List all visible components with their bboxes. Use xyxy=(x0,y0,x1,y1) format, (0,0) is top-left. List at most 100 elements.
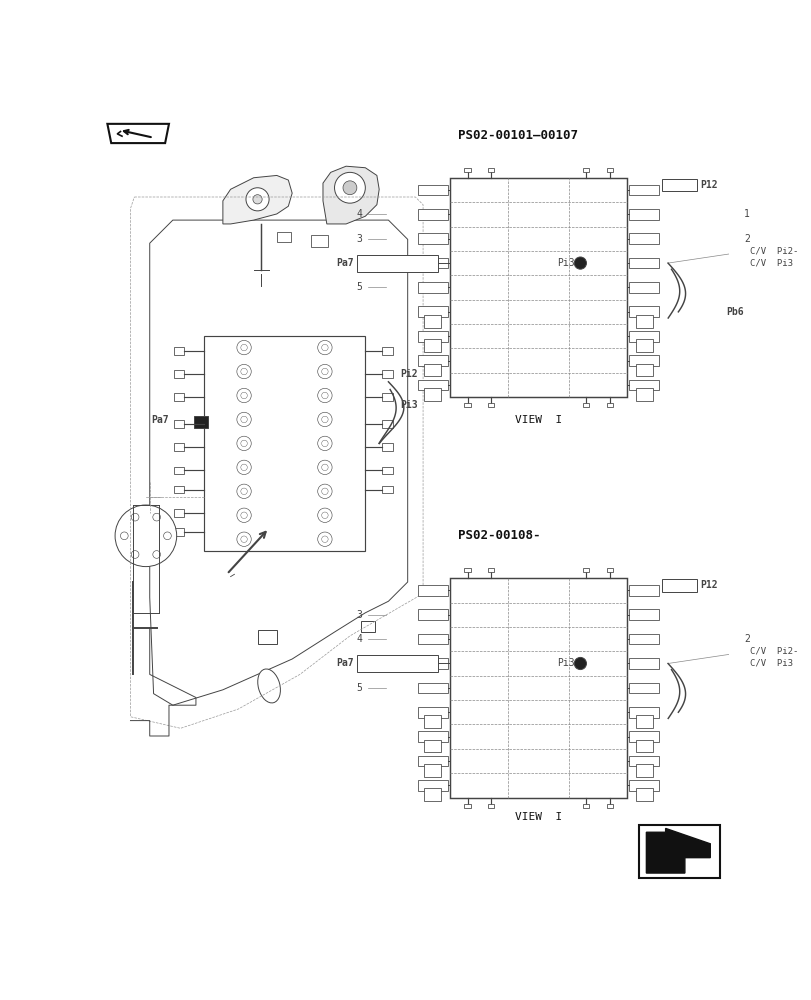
Bar xyxy=(628,355,659,366)
Text: 1: 1 xyxy=(743,209,749,219)
Bar xyxy=(174,486,184,493)
Bar xyxy=(418,756,448,766)
Polygon shape xyxy=(149,220,407,705)
Text: 2: 2 xyxy=(743,634,749,644)
Bar xyxy=(635,364,653,376)
Circle shape xyxy=(573,657,586,670)
Bar xyxy=(628,209,659,220)
Polygon shape xyxy=(646,828,710,873)
Bar xyxy=(628,282,659,293)
Text: Pa7: Pa7 xyxy=(151,415,169,425)
Bar xyxy=(174,509,184,517)
Circle shape xyxy=(152,513,161,521)
Bar xyxy=(418,282,448,293)
Bar xyxy=(174,528,184,536)
Circle shape xyxy=(342,181,356,195)
Bar xyxy=(174,370,184,378)
Bar xyxy=(635,788,653,801)
Ellipse shape xyxy=(257,669,280,703)
Circle shape xyxy=(120,532,128,540)
Bar xyxy=(174,443,184,451)
Bar xyxy=(361,621,375,632)
Circle shape xyxy=(246,188,268,211)
Bar xyxy=(418,209,448,220)
Bar xyxy=(423,339,440,352)
Bar xyxy=(635,740,653,752)
Bar xyxy=(628,634,659,644)
Circle shape xyxy=(152,551,161,558)
Bar xyxy=(174,347,184,355)
Bar xyxy=(418,707,448,718)
Bar xyxy=(635,315,653,328)
Bar xyxy=(464,403,470,407)
Bar xyxy=(449,578,626,798)
Text: Pi2: Pi2 xyxy=(400,369,417,379)
Bar xyxy=(418,185,448,195)
Bar xyxy=(628,731,659,742)
Circle shape xyxy=(573,257,586,269)
Bar xyxy=(418,634,448,644)
Bar xyxy=(635,388,653,401)
Text: Pi3: Pi3 xyxy=(556,658,573,668)
Bar xyxy=(277,232,290,242)
Bar xyxy=(487,568,493,572)
Text: Pa7: Pa7 xyxy=(336,658,353,668)
Text: P12: P12 xyxy=(699,180,717,190)
Bar xyxy=(628,683,659,693)
Bar xyxy=(635,715,653,728)
Bar xyxy=(464,168,470,172)
Bar xyxy=(464,804,470,808)
Bar xyxy=(606,403,612,407)
Bar xyxy=(418,233,448,244)
Bar xyxy=(606,568,612,572)
Bar xyxy=(628,306,659,317)
Text: C/V  Pi3: C/V Pi3 xyxy=(749,659,792,668)
Circle shape xyxy=(252,195,262,204)
Bar xyxy=(464,568,470,572)
Circle shape xyxy=(115,505,177,567)
Bar xyxy=(582,168,589,172)
Bar xyxy=(423,788,440,801)
Bar xyxy=(418,355,448,366)
Bar xyxy=(628,185,659,195)
Bar xyxy=(662,579,697,592)
Bar xyxy=(606,168,612,172)
Text: 4: 4 xyxy=(356,634,362,644)
Bar xyxy=(628,609,659,620)
Bar xyxy=(638,825,719,878)
Text: C/V  Pi3: C/V Pi3 xyxy=(749,259,792,268)
Text: VIEW  I: VIEW I xyxy=(514,812,561,822)
Text: Pi3: Pi3 xyxy=(400,400,417,410)
Bar xyxy=(418,585,448,596)
Bar xyxy=(174,420,184,428)
Bar xyxy=(418,258,448,268)
Bar xyxy=(423,740,440,752)
Text: PS02-00101–00107: PS02-00101–00107 xyxy=(457,129,577,142)
Bar xyxy=(582,403,589,407)
Bar xyxy=(382,370,393,378)
Bar xyxy=(174,393,184,401)
Bar xyxy=(628,380,659,390)
Bar xyxy=(423,364,440,376)
Text: 4: 4 xyxy=(356,209,362,219)
Text: VIEW  I: VIEW I xyxy=(514,415,561,425)
Text: Pb6: Pb6 xyxy=(726,307,743,317)
Bar xyxy=(423,715,440,728)
Bar xyxy=(418,658,448,669)
Bar xyxy=(423,315,440,328)
Text: 3: 3 xyxy=(356,234,362,244)
Text: 5: 5 xyxy=(356,683,362,693)
Bar xyxy=(382,420,393,428)
Bar xyxy=(418,331,448,342)
Bar xyxy=(418,731,448,742)
Bar xyxy=(628,233,659,244)
Text: Pa7: Pa7 xyxy=(336,258,353,268)
Bar xyxy=(487,168,493,172)
Bar xyxy=(628,331,659,342)
Bar xyxy=(356,255,438,272)
Bar xyxy=(257,630,277,644)
Bar xyxy=(487,804,493,808)
Circle shape xyxy=(334,172,365,203)
Text: C/V  Pi2-: C/V Pi2- xyxy=(749,647,797,656)
Text: 2: 2 xyxy=(743,234,749,244)
